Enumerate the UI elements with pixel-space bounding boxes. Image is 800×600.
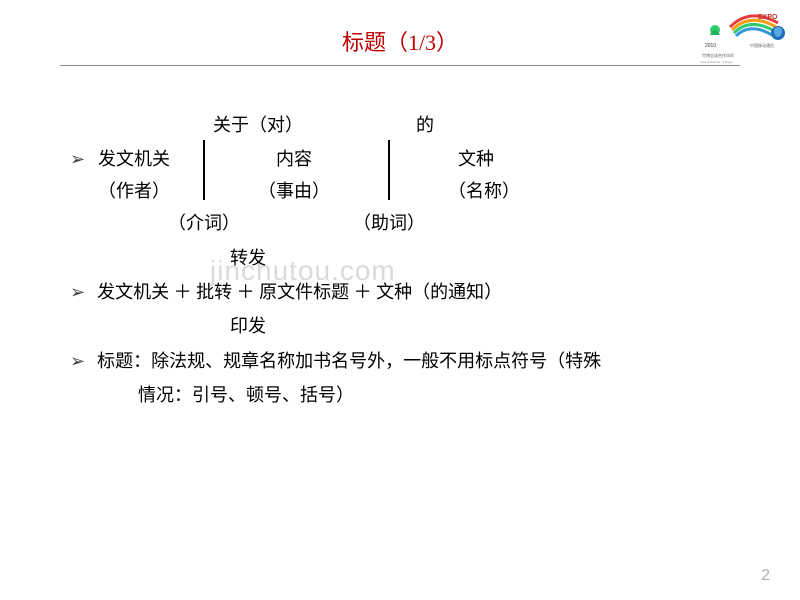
text-line4-cont: 情况：引号、顿号、括号） bbox=[138, 378, 354, 412]
bullet-line-3: ➢ 标题：除法规、规章名称加书名号外，一般不用标点符号（特殊 bbox=[70, 344, 750, 378]
line-yinfa: 印发 bbox=[230, 309, 750, 343]
bullet-icon: ➢ bbox=[70, 142, 85, 176]
line4-continuation: 情况：引号、顿号、括号） bbox=[138, 378, 750, 412]
label-de: 的 bbox=[416, 108, 434, 142]
text-line4: 标题：除法规、规章名称加书名号外，一般不用标点符号（特殊 bbox=[97, 344, 601, 378]
title-underline bbox=[60, 65, 740, 66]
col3-bottom: （名称） bbox=[448, 174, 520, 208]
footer-left: （介词） bbox=[168, 206, 240, 240]
vertical-line-1 bbox=[203, 140, 205, 200]
text-zhuanfa: 转发 bbox=[230, 241, 266, 275]
svg-text:Global Partner of Expo: Global Partner of Expo bbox=[700, 60, 733, 64]
page-title: 标题（1/3） bbox=[50, 25, 750, 57]
bullet-line-2: ➢ 发文机关 ＋ 批转 ＋ 原文件标题 ＋ 文种（的通知） bbox=[70, 275, 750, 309]
col1-bottom: （作者） bbox=[98, 174, 170, 208]
page-number: 2 bbox=[761, 567, 770, 585]
logo-area: EXPO 2010 世博全球合作伙伴 中国移动通信 Global Partner… bbox=[700, 5, 790, 65]
svg-text:EXPO: EXPO bbox=[758, 14, 778, 21]
expo-logo: EXPO 2010 世博全球合作伙伴 中国移动通信 Global Partner… bbox=[700, 5, 790, 65]
col2-top: 内容 bbox=[276, 142, 312, 176]
label-guanyu: 关于（对） bbox=[213, 108, 303, 142]
vertical-line-2 bbox=[388, 140, 390, 200]
text-line2: 发文机关 ＋ 批转 ＋ 原文件标题 ＋ 文种（的通知） bbox=[97, 275, 502, 309]
col1-top: 发文机关 bbox=[98, 142, 170, 176]
content-area: 关于（对） 的 ➢ 发文机关 （作者） 内容 （事由） 文种 （名称） （介词）… bbox=[70, 116, 750, 412]
col2-bottom: （事由） bbox=[258, 174, 330, 208]
svg-text:2010: 2010 bbox=[705, 43, 716, 49]
bullet-icon: ➢ bbox=[70, 344, 85, 378]
title-structure-diagram: 关于（对） 的 ➢ 发文机关 （作者） 内容 （事由） 文种 （名称） （介词）… bbox=[98, 116, 750, 236]
col3-top: 文种 bbox=[458, 142, 494, 176]
svg-text:中国移动通信: 中国移动通信 bbox=[750, 42, 774, 48]
slide-container: EXPO 2010 世博全球合作伙伴 中国移动通信 Global Partner… bbox=[0, 0, 800, 600]
text-yinfa: 印发 bbox=[230, 309, 266, 343]
footer-right: （助词） bbox=[353, 206, 425, 240]
line-zhuanfa: 转发 bbox=[230, 241, 750, 275]
bullet-icon: ➢ bbox=[70, 275, 85, 309]
svg-text:世博全球合作伙伴: 世博全球合作伙伴 bbox=[702, 52, 734, 58]
